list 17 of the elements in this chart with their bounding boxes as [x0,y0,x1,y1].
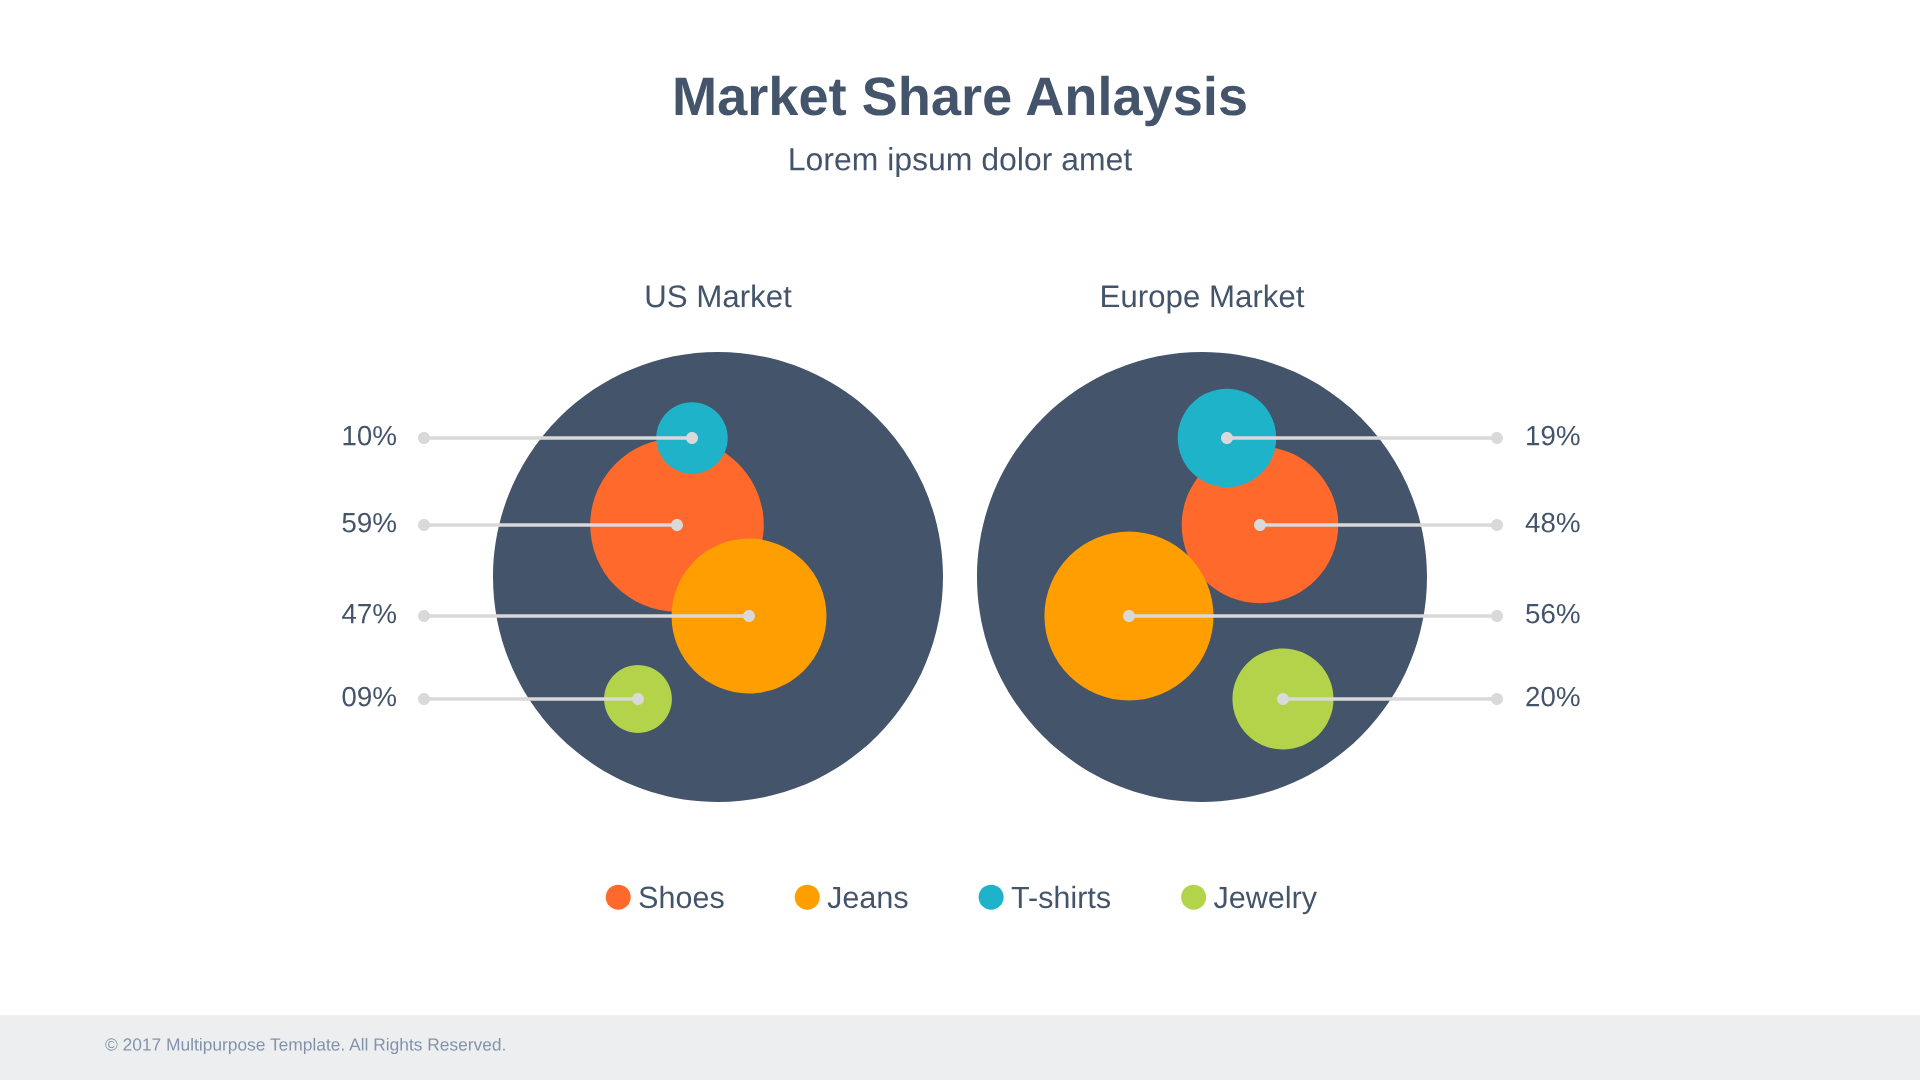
legend-label: Jewelry [1213,885,1317,915]
data-label: 19% [1527,425,1580,446]
data-label: 10% [343,425,397,446]
data-label: 20% [1526,686,1580,707]
text: Lorem ipsum dolor amet [790,147,1132,177]
legend-label: Jeans [827,886,908,909]
data-label: 59% [342,512,397,533]
text: © 2017 Multipurpose Template. All Rights Reserved. [105,1037,505,1055]
legend-label: T-shirts [1011,885,1111,909]
data-label: 47% [342,603,397,624]
data-label: 48% [1525,512,1580,533]
data-label: 09% [342,686,397,707]
category-label: Europe Market [1102,284,1305,314]
legend-label: Shoes [639,885,724,909]
data-label: 56% [1526,603,1580,624]
text: Market Share Anlaysis [675,75,1246,127]
category-label: US Market [646,284,792,308]
